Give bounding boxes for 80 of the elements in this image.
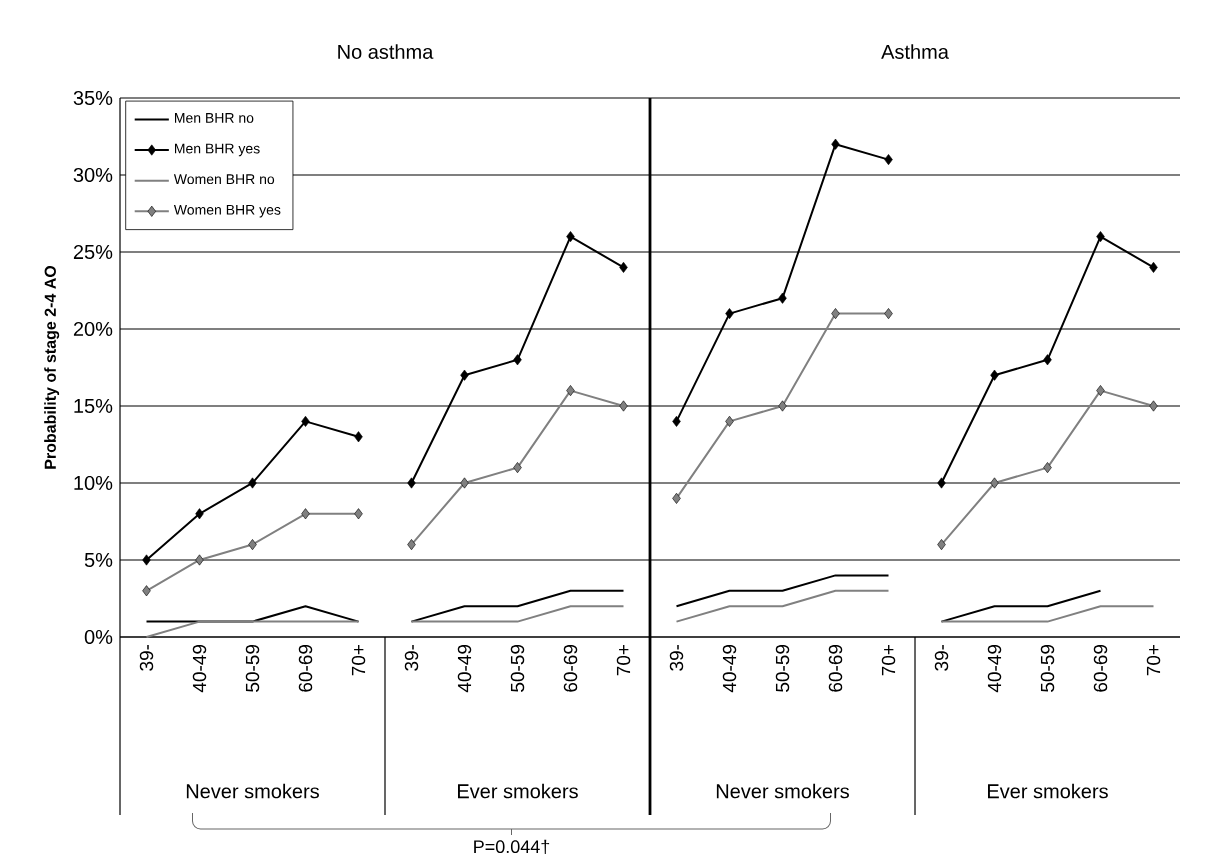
y-tick-label: 30% — [73, 167, 113, 183]
x-tick-label: 39- — [934, 644, 949, 671]
text: Ever smokers — [988, 783, 1108, 799]
point — [354, 508, 363, 520]
y-tick-label: 15% — [74, 398, 113, 414]
point — [460, 477, 469, 489]
point — [778, 400, 787, 412]
x-tick-label: 50-59 — [245, 644, 260, 692]
x-tick-label: 50-59 — [775, 644, 790, 692]
point — [672, 492, 681, 504]
point — [831, 138, 840, 150]
point — [725, 308, 734, 320]
point — [884, 154, 893, 166]
point — [248, 477, 257, 489]
point — [195, 554, 204, 566]
point — [460, 369, 469, 381]
chart-title: No asthma — [338, 44, 434, 59]
y-tick-label: 20% — [73, 321, 113, 337]
x-tick-label: 70+ — [351, 644, 366, 676]
text: P=0.044† — [474, 839, 550, 855]
legend-label: Women BHR no — [173, 174, 275, 185]
point — [142, 554, 151, 566]
legend-label: Men BHR yes — [175, 143, 260, 157]
x-tick-label: 50-59 — [1040, 644, 1055, 692]
point — [354, 431, 363, 443]
chart-title: Asthma — [881, 44, 949, 59]
x-tick-label: 40-49 — [722, 644, 737, 693]
x-tick-label: 60-69 — [298, 644, 313, 692]
y-tick-label: 0% — [84, 629, 113, 645]
point — [1149, 400, 1158, 412]
point — [831, 308, 840, 320]
x-tick-label: 40-49 — [987, 644, 1002, 693]
x-tick-label: 40-49 — [192, 644, 207, 693]
point — [990, 477, 999, 489]
x-tick-label: 60-69 — [1093, 644, 1108, 692]
point — [1096, 231, 1105, 243]
y-tick-label: 35% — [73, 90, 113, 106]
text: Never smokers — [716, 783, 849, 799]
point — [301, 508, 310, 520]
point — [301, 415, 310, 427]
y-axis-title: Probability of stage 2-4 AO — [44, 265, 60, 469]
x-tick-label: 39- — [404, 644, 419, 671]
legend-label: Women BHR yes — [173, 204, 281, 218]
x-tick-label: 40-49 — [457, 644, 472, 693]
point — [407, 477, 416, 489]
x-tick-label: 39- — [669, 644, 684, 671]
y-tick-label: 25% — [73, 244, 113, 260]
point — [619, 261, 628, 273]
y-tick-label: 5% — [84, 552, 113, 568]
point — [725, 415, 734, 427]
point — [1096, 385, 1105, 397]
text: Never smokers — [186, 783, 319, 799]
point — [142, 585, 151, 597]
point — [778, 292, 787, 304]
x-tick-label: 70+ — [1146, 644, 1161, 676]
x-tick-label: 60-69 — [563, 644, 578, 692]
x-tick-label: 50-59 — [510, 644, 525, 692]
point — [1149, 261, 1158, 273]
point — [1043, 354, 1052, 366]
y-tick-label: 10% — [74, 475, 113, 491]
point — [937, 539, 946, 551]
text: Ever smokers — [458, 783, 578, 799]
point — [937, 477, 946, 489]
point — [248, 539, 257, 551]
x-tick-label: 70+ — [881, 644, 896, 676]
point — [513, 462, 522, 474]
point — [566, 385, 575, 397]
point — [672, 415, 681, 427]
point — [1043, 462, 1052, 474]
point — [619, 400, 628, 412]
point — [990, 369, 999, 381]
point — [566, 231, 575, 243]
point — [407, 539, 416, 551]
x-tick-label: 39- — [139, 644, 154, 671]
point — [195, 508, 204, 520]
legend-label: Men BHR no — [175, 113, 254, 123]
x-tick-label: 70+ — [616, 644, 631, 676]
point — [513, 354, 522, 366]
point — [884, 308, 893, 320]
x-tick-label: 60-69 — [828, 644, 843, 692]
